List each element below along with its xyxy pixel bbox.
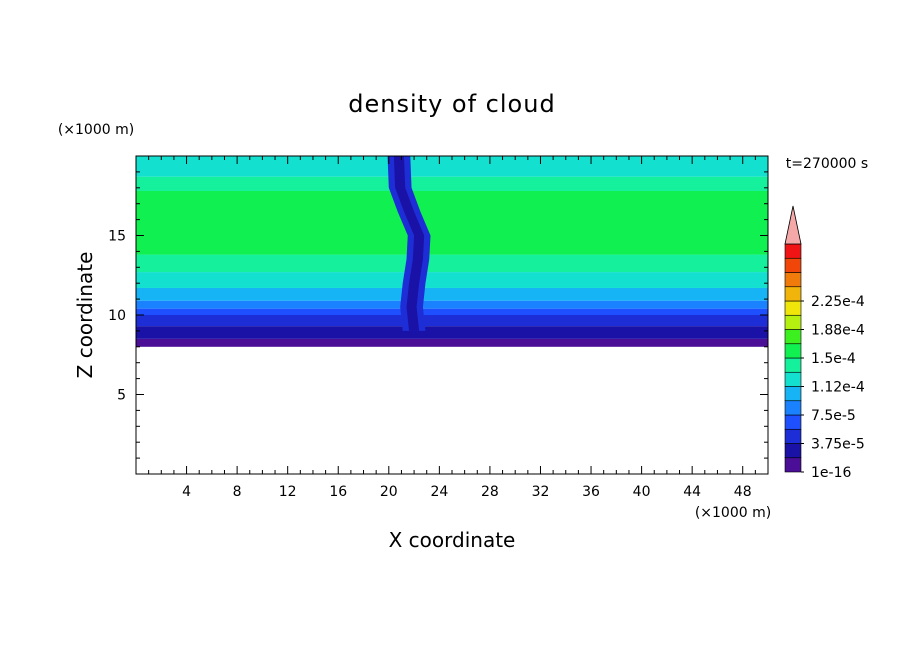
colorbar-label: 7.5e-5 xyxy=(811,408,856,424)
density-layer-7 xyxy=(136,254,768,273)
colorbar-segment xyxy=(784,257,802,273)
density-layer-4 xyxy=(136,300,768,309)
plot-fill xyxy=(136,156,768,347)
x-tick-label: 40 xyxy=(633,484,651,500)
density-layer-5 xyxy=(136,287,768,301)
plume-core xyxy=(393,156,425,331)
colorbar-segment xyxy=(784,357,802,373)
y-tick-label: 10 xyxy=(108,308,126,324)
density-layer-10 xyxy=(136,156,768,177)
x-tick-label: 4 xyxy=(182,484,191,500)
colorbar-segment xyxy=(784,400,802,416)
colorbar-label: 1.12e-4 xyxy=(811,380,865,396)
x-tick-label: 12 xyxy=(279,484,297,500)
x-tick-label: 20 xyxy=(380,484,398,500)
colorbar-segment xyxy=(784,300,802,316)
x-axis-label: X coordinate xyxy=(389,528,516,552)
y-axis: 5 10 15 xyxy=(108,155,768,475)
colorbar-label: 3.75e-5 xyxy=(811,437,865,453)
x-tick-label: 48 xyxy=(734,484,752,500)
x-tick-label: 24 xyxy=(430,484,448,500)
density-layer-0 xyxy=(136,338,768,347)
density-layer-1 xyxy=(136,326,768,339)
x-tick-label: 32 xyxy=(532,484,550,500)
x-tick-label: 16 xyxy=(329,484,347,500)
colorbar-segment xyxy=(784,386,802,402)
plume-outer xyxy=(387,156,431,331)
y-axis-label: Z coordinate xyxy=(73,252,97,379)
colorbar-segment xyxy=(784,314,802,330)
colorbar-label: 2.25e-4 xyxy=(811,294,865,310)
density-layer-6 xyxy=(136,272,768,288)
colorbar-label: 1.5e-4 xyxy=(811,351,856,367)
y-unit-label: (×1000 m) xyxy=(58,122,134,138)
colorbar-segment xyxy=(784,343,802,359)
colorbar-segment xyxy=(784,457,802,473)
colorbar-segment xyxy=(784,414,802,430)
colorbar-label: 1e-16 xyxy=(811,465,851,481)
chart-title: density of cloud xyxy=(348,90,555,118)
colorbar-segment xyxy=(784,443,802,459)
x-tick-label: 36 xyxy=(582,484,600,500)
colorbar-segment xyxy=(784,272,802,288)
y-tick-label: 15 xyxy=(108,229,126,245)
x-tick-label: 44 xyxy=(683,484,701,500)
time-label: t=270000 s xyxy=(786,156,868,172)
density-layer-9 xyxy=(136,176,768,191)
colorbar-segment xyxy=(784,428,802,444)
colorbar: 1e-16 3.75e-5 7.5e-5 1.12e-4 1.5e-4 1.88e-4 2.… xyxy=(784,205,865,481)
density-layer-2 xyxy=(136,315,768,327)
colorbar-segment xyxy=(784,329,802,345)
x-tick-label: 8 xyxy=(233,484,242,500)
density-layer-8 xyxy=(136,190,768,255)
x-tick-label: 28 xyxy=(481,484,499,500)
colorbar-segment xyxy=(784,371,802,387)
x-axis: 4 8 12 16 20 24 28 32 36 40 44 48 xyxy=(135,156,769,500)
x-unit-label: (×1000 m) xyxy=(695,505,771,521)
colorbar-label: 1.88e-4 xyxy=(811,323,865,339)
colorbar-extend-arrow xyxy=(784,205,802,245)
colorbar-segment xyxy=(784,286,802,302)
density-layer-3 xyxy=(136,308,768,315)
colorbar-segment xyxy=(784,243,802,259)
y-tick-label: 5 xyxy=(117,388,126,404)
